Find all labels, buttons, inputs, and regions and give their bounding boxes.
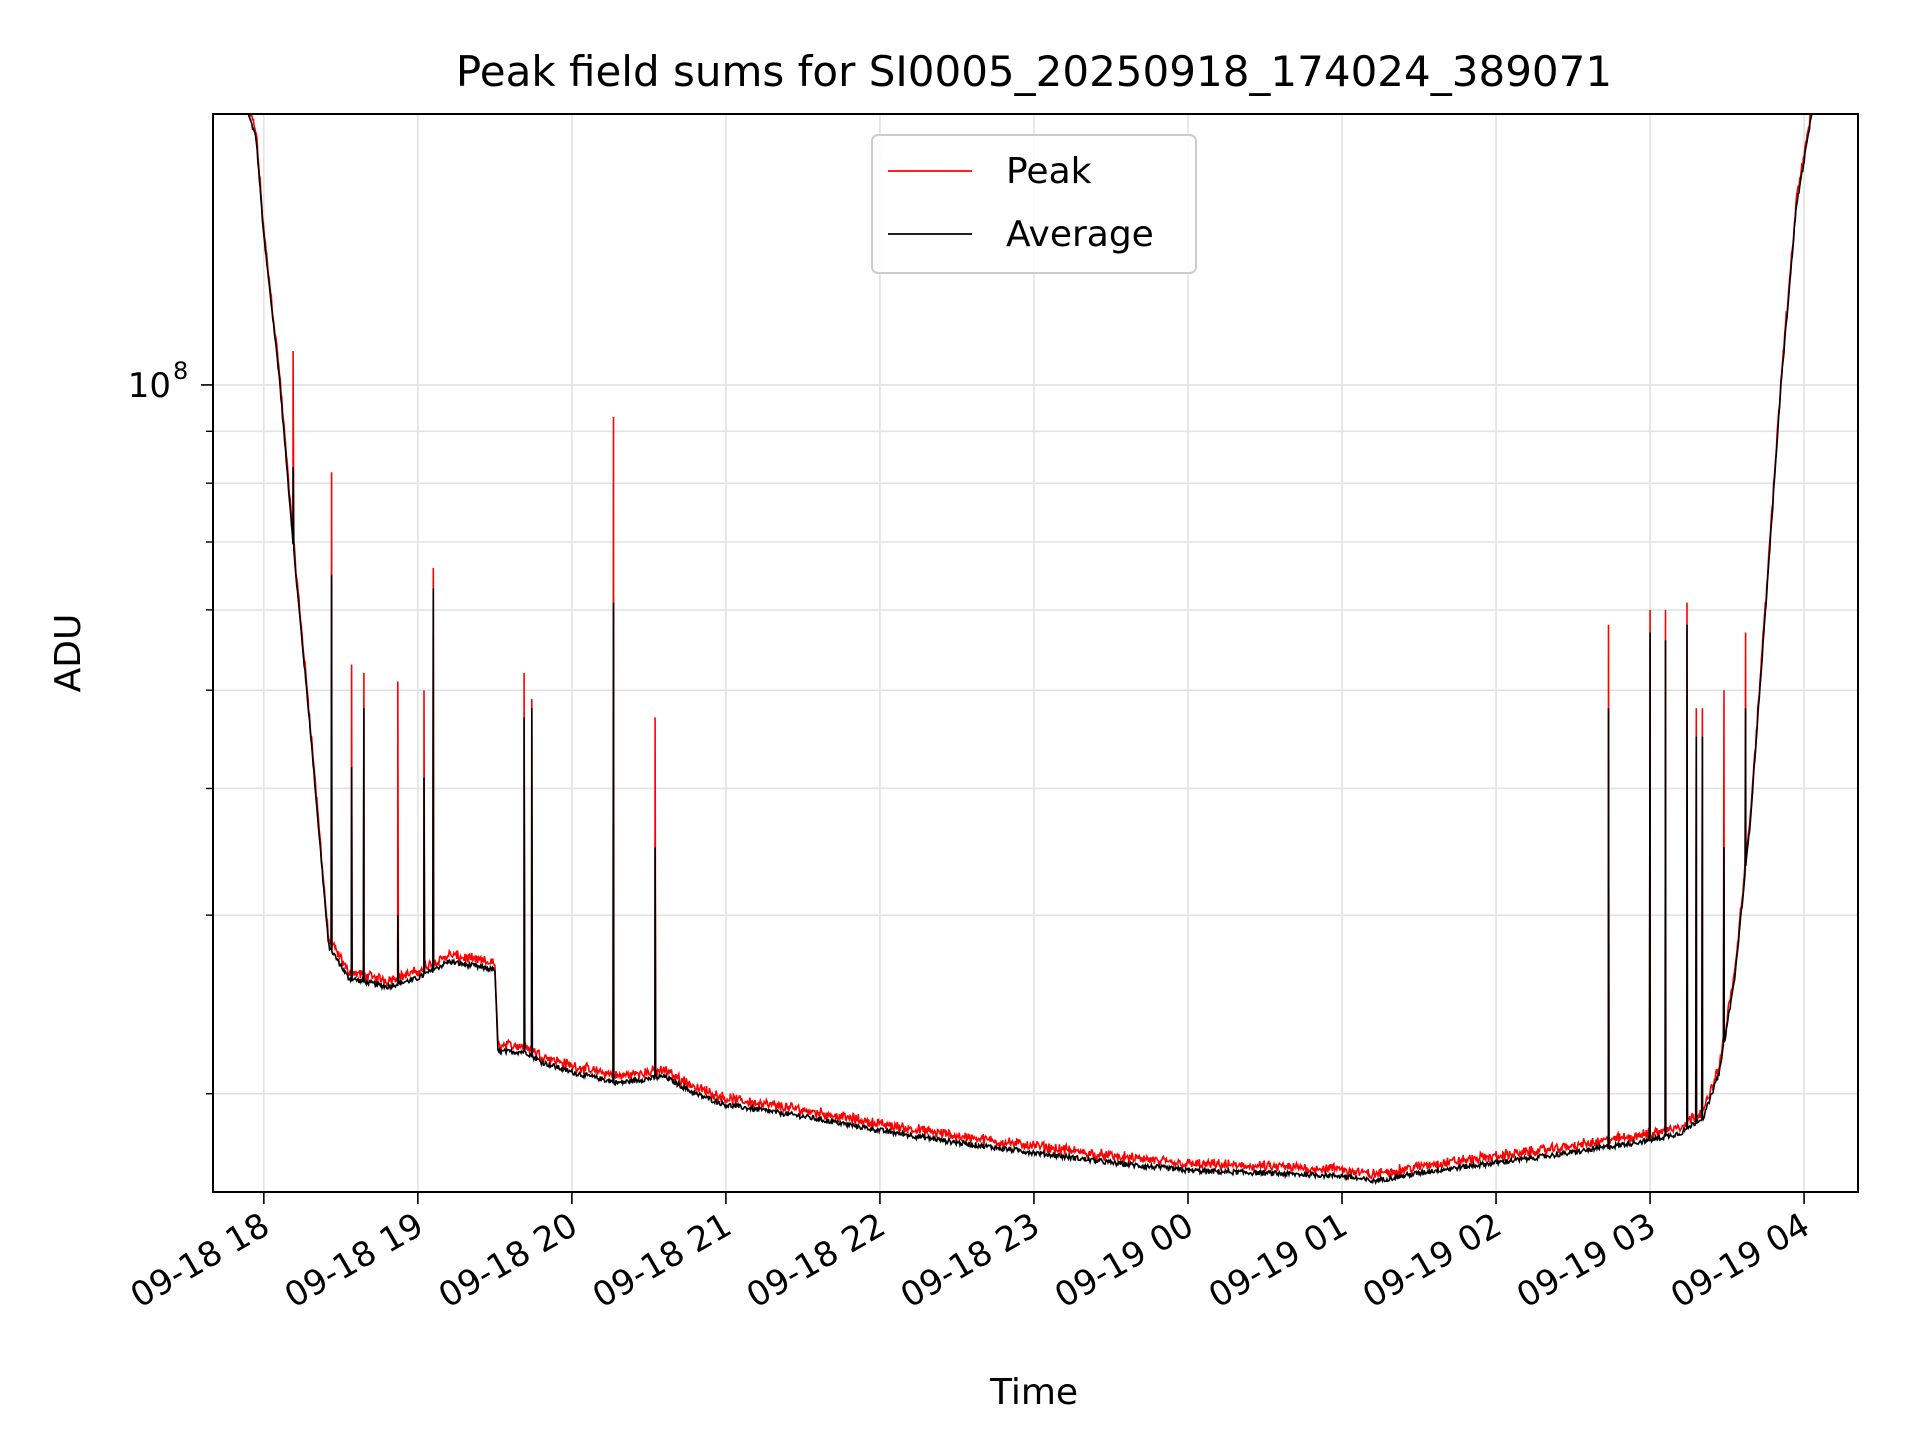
series-line-average xyxy=(213,114,1858,1186)
y-tick-label-exponent: 8 xyxy=(173,357,188,385)
plot-area xyxy=(213,114,1858,1186)
series-line-peak xyxy=(213,114,1858,1180)
y-tick-label: 10 xyxy=(128,366,171,406)
x-axis-label: Time xyxy=(989,1372,1078,1413)
y-axis: 10 8 xyxy=(128,357,213,1095)
axes-frame xyxy=(212,113,1859,1193)
y-axis-label: ADU xyxy=(48,614,89,693)
chart-title: Peak field sums for SI0005_20250918_1740… xyxy=(456,47,1612,96)
legend-label-peak: Peak xyxy=(1006,151,1092,192)
legend: Peak Average xyxy=(871,134,1197,274)
legend-label-average: Average xyxy=(1006,214,1154,255)
legend-box xyxy=(871,134,1197,274)
